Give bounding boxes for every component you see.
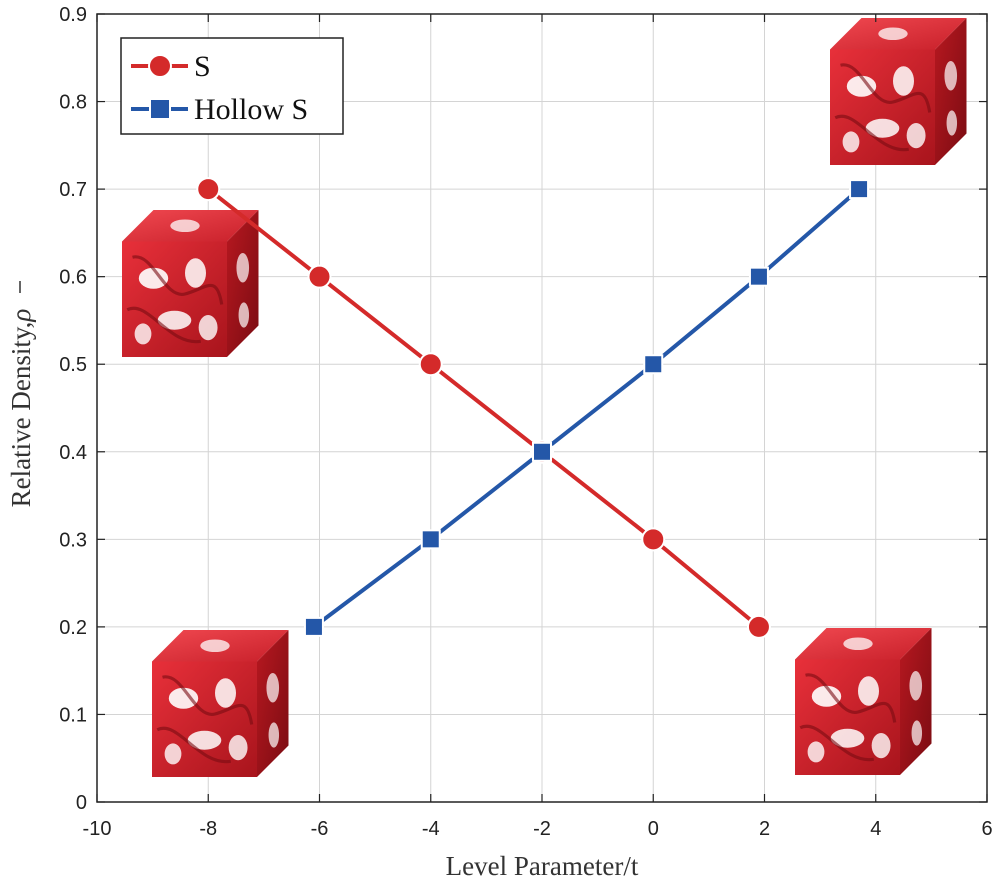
x-tick-label: -6 bbox=[311, 818, 329, 840]
legend-marker-hollow-s bbox=[149, 98, 171, 120]
x-tick-labels: -10 -8 -6 -4 -2 0 2 4 6 bbox=[83, 818, 993, 840]
series-markers bbox=[196, 177, 870, 639]
y-tick-labels: 0 0.1 0.2 0.3 0.4 0.5 0.6 0.7 0.8 0.9 bbox=[59, 4, 87, 814]
red-lattice-cube-icon bbox=[828, 16, 969, 167]
data-point-s bbox=[196, 177, 221, 202]
series-line-s bbox=[207, 187, 761, 629]
x-axis-title: Level Parameter/t bbox=[446, 851, 639, 881]
y-tick-label: 0.1 bbox=[59, 704, 87, 726]
data-point-s bbox=[307, 264, 332, 289]
data-point-hollow-s bbox=[303, 616, 324, 637]
data-point-hollow-s bbox=[643, 354, 664, 375]
y-tick-label: 0.4 bbox=[59, 442, 87, 464]
legend-marker-s bbox=[148, 54, 172, 78]
tick-marks bbox=[96, 13, 988, 803]
series-lines bbox=[207, 187, 861, 629]
red-lattice-cube-icon bbox=[793, 626, 934, 777]
legend-label-s: S bbox=[194, 50, 211, 83]
y-axis-title: Relative Density,ρ bbox=[6, 309, 36, 508]
x-tick-label: 4 bbox=[870, 818, 881, 840]
data-point-hollow-s bbox=[748, 266, 769, 287]
x-tick-label: -8 bbox=[199, 818, 217, 840]
legend: S Hollow S bbox=[120, 37, 344, 135]
x-tick-label: 2 bbox=[759, 818, 770, 840]
y-tick-label: 0.7 bbox=[59, 179, 87, 201]
y-tick-label: 0 bbox=[76, 792, 87, 814]
legend-label-hollow-s: Hollow S bbox=[194, 93, 308, 126]
data-point-s bbox=[641, 527, 666, 552]
red-lattice-cube-icon bbox=[120, 208, 261, 359]
y-tick-label: 0.6 bbox=[59, 267, 87, 289]
red-lattice-cube-icon bbox=[150, 628, 291, 779]
data-point-hollow-s bbox=[849, 179, 870, 200]
y-tick-label: 0.9 bbox=[59, 4, 87, 26]
data-point-s bbox=[418, 352, 443, 377]
x-tick-label: -4 bbox=[422, 818, 440, 840]
y-tick-label: 0.5 bbox=[59, 354, 87, 376]
data-point-hollow-s bbox=[420, 529, 441, 550]
x-tick-label: -2 bbox=[533, 818, 551, 840]
x-tick-label: 0 bbox=[648, 818, 659, 840]
y-tick-label: 0.2 bbox=[59, 617, 87, 639]
x-tick-label: 6 bbox=[981, 818, 992, 840]
y-tick-label: 0.3 bbox=[59, 529, 87, 551]
x-tick-label: -10 bbox=[83, 818, 112, 840]
data-point-hollow-s bbox=[532, 441, 552, 462]
y-tick-label: 0.8 bbox=[59, 92, 87, 114]
data-point-s bbox=[746, 614, 771, 639]
series-line-hollow-s bbox=[312, 187, 861, 629]
